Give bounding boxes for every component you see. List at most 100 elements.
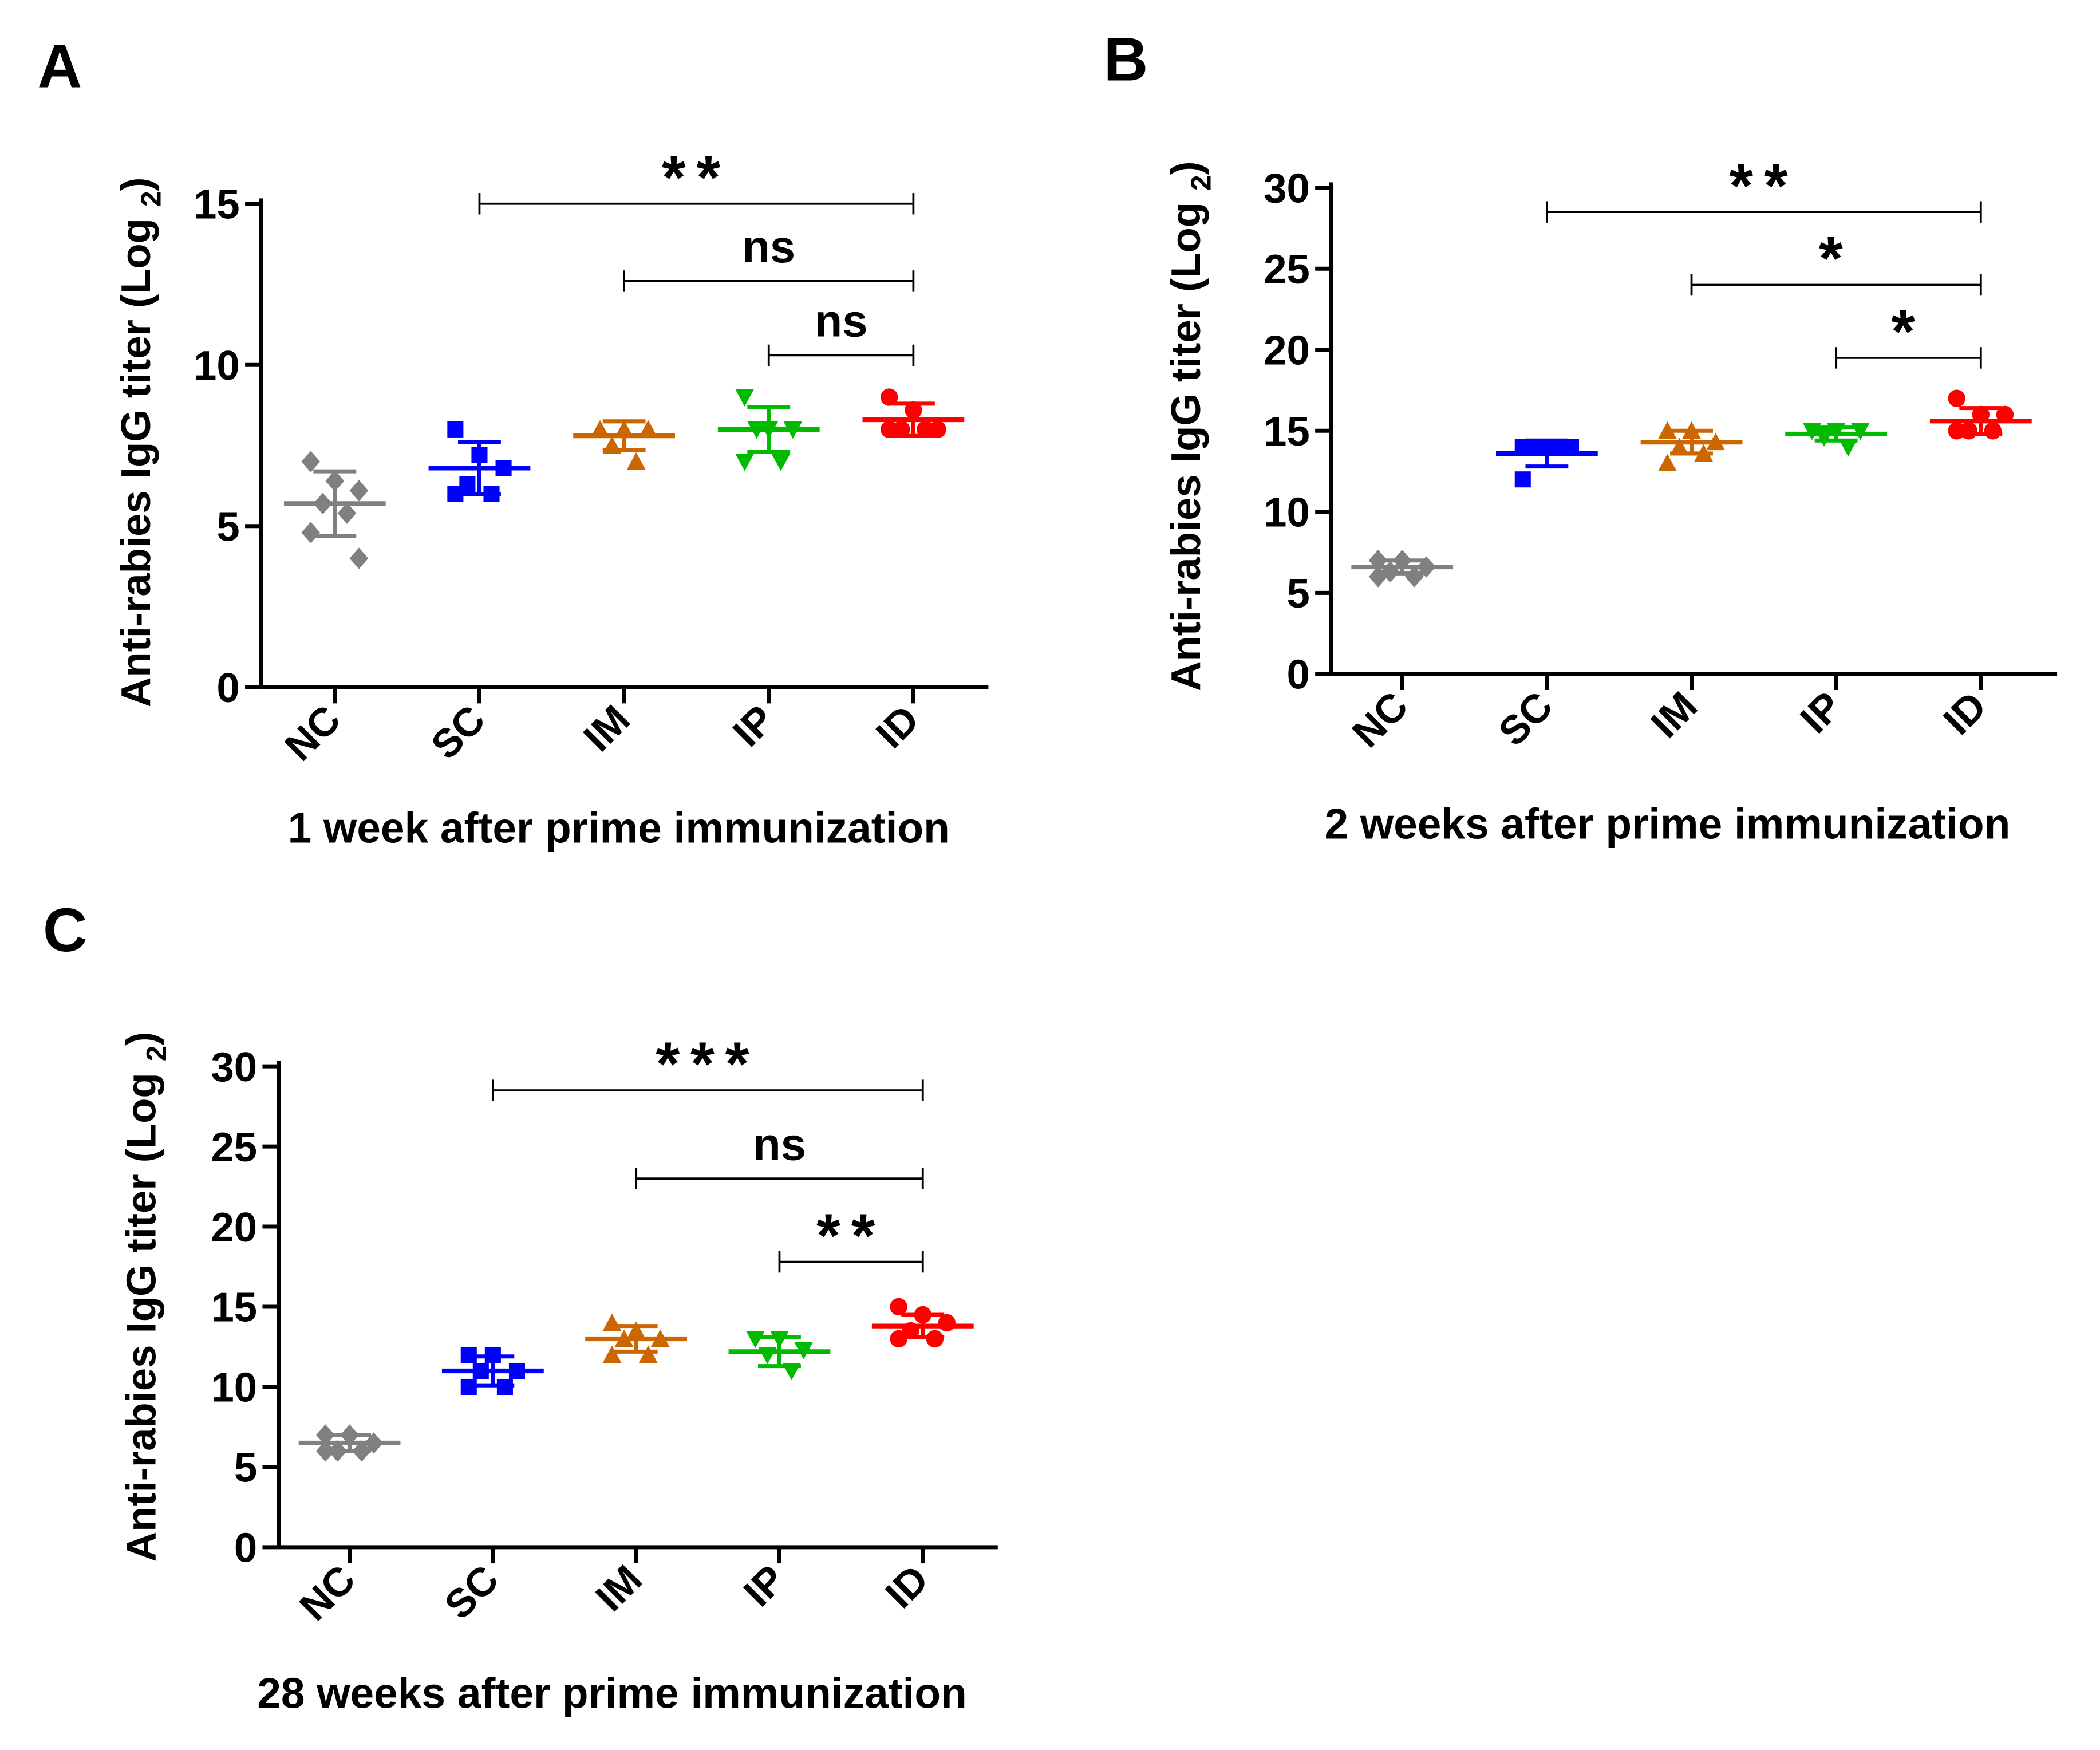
data-point bbox=[638, 1345, 658, 1363]
chart-svg: A 0 5 10 15 NC SC IM IP ID 1 week after prime immu… bbox=[38, 31, 989, 852]
significance-label: ns bbox=[753, 1118, 806, 1169]
data-point bbox=[1658, 421, 1677, 439]
significance-label: ns bbox=[742, 221, 795, 272]
y-axis-title-main: Anti-rabies IgG titer (Log bbox=[113, 207, 159, 707]
data-point bbox=[301, 451, 321, 472]
series-nc bbox=[298, 1424, 401, 1462]
y-tick-label: 25 bbox=[1264, 246, 1310, 293]
significance-label: *** bbox=[656, 1030, 760, 1098]
series-im bbox=[573, 419, 675, 470]
significance-bracket: ns bbox=[767, 295, 915, 366]
x-axis-title: 2 weeks after prime immunization bbox=[1324, 800, 2010, 848]
x-tick-label: SC bbox=[1490, 683, 1561, 754]
chart-svg: C 0 5 10 15 20 25 30 NC SC IM IP ID 28 weeks after pr… bbox=[43, 896, 998, 1717]
significance-bracket: ns bbox=[623, 221, 915, 292]
data-point bbox=[1404, 566, 1424, 588]
y-axis-title-main: Anti-rabies IgG titer (Log bbox=[1163, 191, 1209, 691]
series-sc bbox=[428, 421, 531, 502]
y-axis-title-sub: 2 bbox=[1186, 175, 1217, 191]
significance-bracket: * bbox=[1835, 297, 1982, 369]
data-point bbox=[447, 421, 464, 437]
y-axis-title-sub: 2 bbox=[141, 1046, 172, 1061]
data-point bbox=[890, 1330, 907, 1348]
data-point bbox=[1514, 471, 1531, 488]
y-tick-label: 30 bbox=[211, 1044, 257, 1090]
x-tick-label: ID bbox=[867, 696, 927, 756]
y-tick-label: 5 bbox=[1286, 570, 1309, 617]
series-ip bbox=[717, 389, 820, 471]
significance-label: * bbox=[1891, 297, 1926, 366]
data-point bbox=[1658, 454, 1677, 471]
y-axis-title: Anti-rabies IgG titer (Log 2) bbox=[113, 177, 167, 707]
data-point bbox=[881, 388, 898, 406]
series-id bbox=[871, 1298, 974, 1348]
x-tick-label: IM bbox=[587, 1556, 650, 1620]
data-point bbox=[735, 389, 755, 407]
series-ip bbox=[728, 1331, 831, 1381]
y-axis-title-close: ) bbox=[118, 1032, 164, 1046]
data-point bbox=[1948, 389, 1965, 407]
series-im bbox=[1640, 421, 1743, 471]
y-axis-title-close: ) bbox=[113, 177, 159, 191]
chart-svg: B 0 5 10 15 20 25 30 NC SC IM IP ID 2 weeks after pri… bbox=[1104, 25, 2058, 848]
y-tick-label: 30 bbox=[1264, 165, 1310, 211]
data-point bbox=[929, 420, 946, 439]
y-tick-label: 0 bbox=[234, 1525, 257, 1571]
panel-label: B bbox=[1104, 25, 1148, 94]
x-tick-label: NC bbox=[276, 696, 349, 770]
significance-label: * bbox=[1819, 224, 1854, 293]
series-im bbox=[585, 1313, 688, 1363]
x-tick-label: IP bbox=[735, 1556, 794, 1615]
data-point bbox=[301, 522, 321, 543]
data-point bbox=[349, 547, 369, 569]
y-tick-label: 10 bbox=[194, 342, 240, 389]
data-point bbox=[917, 420, 934, 439]
x-tick-label: IP bbox=[724, 696, 783, 755]
x-axis-title: 28 weeks after prime immunization bbox=[257, 1669, 967, 1717]
x-tick-label: SC bbox=[422, 696, 494, 768]
x-tick-label: NC bbox=[1343, 683, 1416, 756]
x-tick-label: IP bbox=[1791, 683, 1850, 742]
y-axis-title: Anti-rabies IgG titer (Log 2) bbox=[1163, 161, 1217, 691]
data-point bbox=[602, 1313, 622, 1331]
series-nc bbox=[283, 451, 386, 569]
data-point bbox=[1948, 422, 1965, 440]
data-point bbox=[349, 480, 369, 502]
x-tick-label: ID bbox=[1935, 683, 1995, 743]
x-tick-label: IM bbox=[575, 696, 638, 760]
data-point bbox=[626, 452, 646, 470]
data-point bbox=[602, 1345, 622, 1363]
data-point bbox=[638, 420, 658, 437]
panel-label: A bbox=[38, 31, 82, 100]
significance-bracket: * bbox=[1690, 224, 1982, 296]
y-tick-label: 20 bbox=[1264, 328, 1310, 374]
y-axis-title-close: ) bbox=[1163, 161, 1209, 175]
significance-bracket: ** bbox=[478, 143, 915, 215]
y-tick-label: 20 bbox=[211, 1204, 257, 1251]
chart-panel-b: B 0 5 10 15 20 25 30 NC SC IM IP ID 2 weeks after pri… bbox=[1050, 0, 2100, 875]
series-ip bbox=[1785, 423, 1888, 456]
y-tick-label: 15 bbox=[211, 1284, 257, 1331]
data-point bbox=[590, 420, 610, 437]
data-point bbox=[890, 1298, 907, 1316]
y-axis-title-main: Anti-rabies IgG titer (Log bbox=[118, 1061, 164, 1562]
data-point bbox=[745, 1331, 765, 1349]
y-axis-title: Anti-rabies IgG titer (Log 2) bbox=[118, 1032, 172, 1562]
data-point bbox=[1368, 566, 1388, 588]
significance-bracket: ** bbox=[778, 1201, 924, 1273]
x-tick-label: SC bbox=[436, 1556, 507, 1628]
y-tick-label: 5 bbox=[216, 504, 239, 550]
data-point bbox=[316, 1440, 335, 1462]
y-tick-label: 0 bbox=[216, 665, 239, 711]
data-point bbox=[1850, 423, 1870, 440]
y-tick-label: 15 bbox=[194, 182, 240, 228]
significance-bracket: ns bbox=[635, 1118, 924, 1189]
series-id bbox=[1929, 389, 2032, 440]
y-tick-label: 10 bbox=[211, 1365, 257, 1411]
series-nc bbox=[1351, 550, 1454, 588]
y-axis-title-sub: 2 bbox=[136, 191, 167, 207]
panel-label: C bbox=[43, 896, 88, 964]
data-point bbox=[735, 454, 755, 471]
series-id bbox=[862, 388, 965, 439]
